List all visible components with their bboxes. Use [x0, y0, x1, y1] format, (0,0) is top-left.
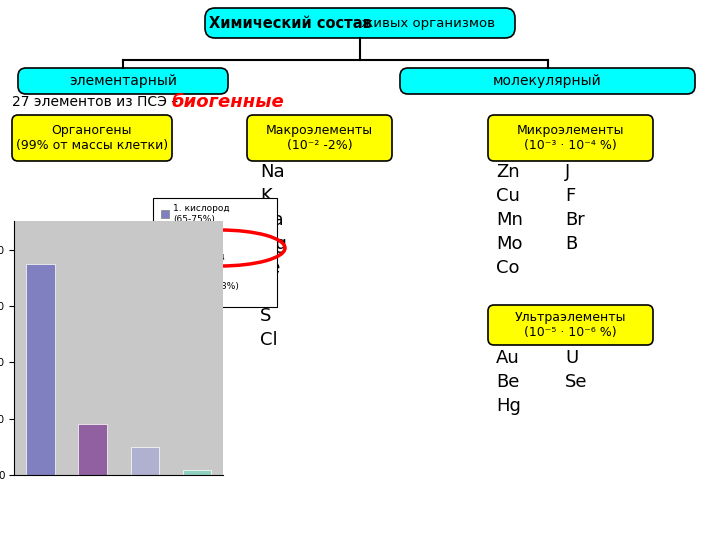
Text: молекулярный: молекулярный	[493, 74, 602, 88]
Text: элементарный: элементарный	[69, 74, 177, 88]
Text: Cl: Cl	[260, 331, 278, 349]
Text: Ca: Ca	[260, 211, 284, 229]
Text: Cu: Cu	[496, 187, 520, 205]
FancyBboxPatch shape	[488, 305, 653, 345]
FancyBboxPatch shape	[488, 115, 653, 161]
Text: Zn: Zn	[496, 163, 520, 181]
Text: U: U	[565, 349, 578, 367]
Text: 2. углерод
(15-18%): 2. углерод (15-18%)	[173, 228, 223, 248]
Text: Na: Na	[260, 163, 284, 181]
Text: Be: Be	[496, 373, 519, 391]
Text: биогенные: биогенные	[172, 93, 284, 111]
Text: 4. азот (1-3%): 4. азот (1-3%)	[173, 281, 239, 291]
Text: Mo: Mo	[496, 235, 523, 253]
FancyBboxPatch shape	[18, 68, 228, 94]
FancyBboxPatch shape	[161, 258, 169, 266]
FancyBboxPatch shape	[205, 8, 515, 38]
Text: Химический состав: Химический состав	[209, 16, 372, 30]
Text: Fe: Fe	[260, 259, 280, 277]
Text: 3. водород
(8-10%): 3. водород (8-10%)	[173, 252, 225, 272]
FancyBboxPatch shape	[12, 115, 172, 161]
Text: Se: Se	[565, 373, 588, 391]
Text: S: S	[260, 307, 271, 325]
Bar	[183, 470, 212, 475]
Text: Br: Br	[565, 211, 585, 229]
FancyBboxPatch shape	[161, 234, 169, 242]
Text: P: P	[260, 283, 271, 301]
Text: 1. кислород
(65-75%): 1. кислород (65-75%)	[173, 204, 230, 224]
Bar	[26, 264, 55, 475]
FancyBboxPatch shape	[247, 115, 392, 161]
Text: Макроэлементы
(10⁻² -2%): Макроэлементы (10⁻² -2%)	[266, 124, 373, 152]
FancyBboxPatch shape	[400, 68, 695, 94]
Text: Ультраэлементы
(10⁻⁵ · 10⁻⁶ %): Ультраэлементы (10⁻⁵ · 10⁻⁶ %)	[515, 311, 626, 339]
Bar	[78, 424, 107, 475]
Text: Hg: Hg	[496, 397, 521, 415]
FancyBboxPatch shape	[153, 198, 277, 307]
Text: 27 элементов из ПСЭ –: 27 элементов из ПСЭ –	[12, 95, 182, 109]
Text: Mn: Mn	[496, 211, 523, 229]
FancyBboxPatch shape	[161, 210, 169, 218]
Bar	[130, 447, 159, 475]
Text: живых организмов: живых организмов	[357, 17, 495, 30]
Text: B: B	[565, 235, 577, 253]
Text: Co: Co	[496, 259, 520, 277]
Text: J: J	[565, 163, 570, 181]
Text: Микроэлементы
(10⁻³ · 10⁻⁴ %): Микроэлементы (10⁻³ · 10⁻⁴ %)	[517, 124, 624, 152]
Text: F: F	[565, 187, 575, 205]
Text: K: K	[260, 187, 271, 205]
Text: Au: Au	[496, 349, 520, 367]
FancyBboxPatch shape	[161, 282, 169, 290]
Text: Mg: Mg	[260, 235, 287, 253]
Text: Органогены
(99% от массы клетки): Органогены (99% от массы клетки)	[16, 124, 168, 152]
